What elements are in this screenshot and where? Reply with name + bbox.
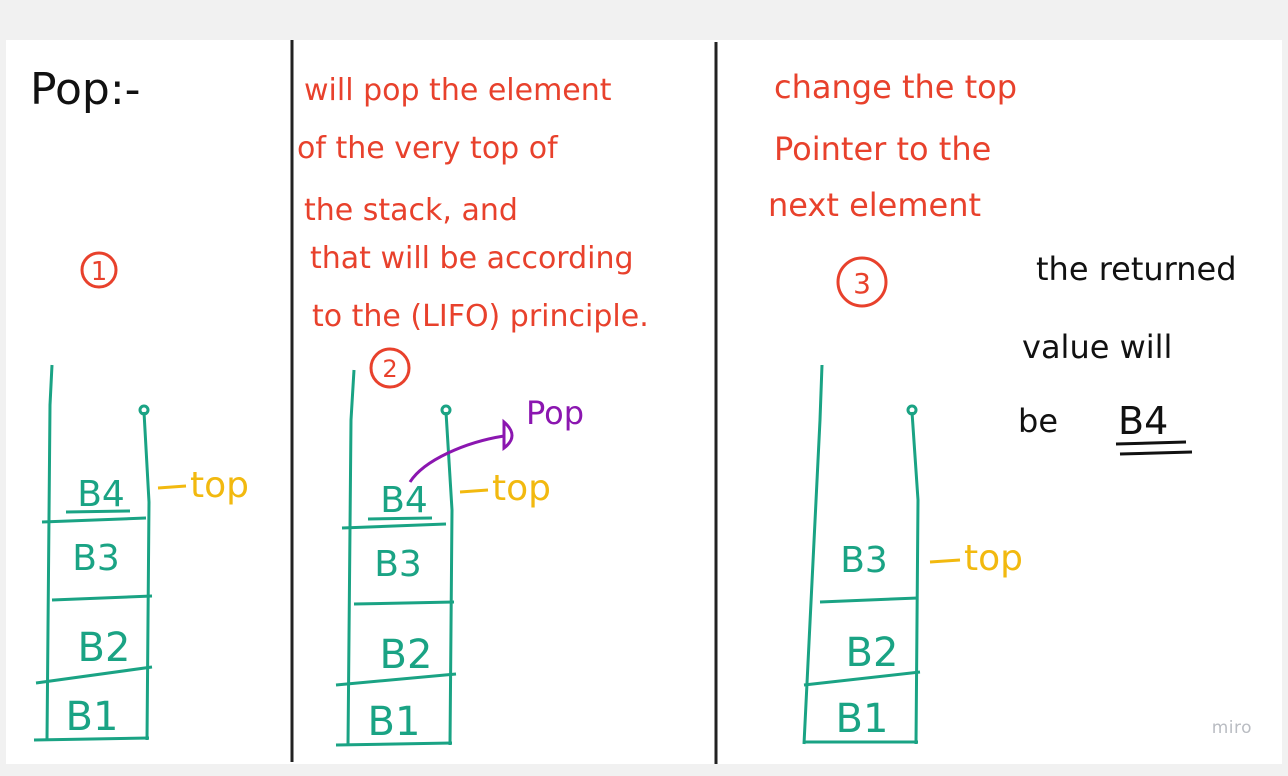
- stack2-divider-b3: [353, 600, 455, 606]
- pop-arrow-curve: [408, 434, 505, 483]
- stack2-left-wall: [346, 369, 356, 746]
- stack1-element-b2: B2: [78, 625, 131, 671]
- panel2-note-line-4: that will be according: [310, 241, 634, 276]
- top-pointer-1: top: [157, 465, 249, 506]
- stack1-element-b4: B4: [77, 474, 125, 515]
- stack3-divider-b2: [803, 670, 921, 687]
- top-pointer-2-dash: [459, 488, 489, 494]
- stack2-base: [335, 741, 453, 747]
- panel2-note-line-5: to the (LIFO) principle.: [312, 299, 649, 334]
- stack3-element-b2: B2: [846, 630, 899, 676]
- returned-value-note: the returned value will be B4: [1018, 250, 1237, 456]
- top-pointer-2-label: top: [492, 468, 551, 509]
- stack3-top-knob: [906, 404, 918, 416]
- stack1-b4-underline: [65, 509, 131, 514]
- diagram-canvas: Pop:- 1 B4 B3 B2 B1 top will pop the ele…: [30, 40, 1237, 764]
- panel1-heading: Pop:-: [30, 64, 141, 115]
- panel3-note-line-1: change the top: [774, 68, 1017, 106]
- stack2-element-b2: B2: [380, 632, 433, 678]
- stack2-divider-b2: [335, 672, 457, 687]
- stack3-element-b3: B3: [840, 540, 888, 581]
- step-number-3: 3: [853, 267, 871, 300]
- stack1-divider-b4: [41, 516, 147, 524]
- step-number-1: 1: [91, 257, 108, 287]
- returned-line-2: value will: [1022, 328, 1172, 366]
- whiteboard: Pop:- 1 B4 B3 B2 B1 top will pop the ele…: [6, 40, 1282, 764]
- top-pointer-3: top: [929, 538, 1023, 579]
- top-pointer-2: top: [459, 468, 551, 509]
- step-marker-3: 3: [836, 256, 888, 308]
- top-pointer-3-label: top: [964, 538, 1023, 579]
- stack3-element-b1: B1: [836, 696, 889, 742]
- stack-panel1: [33, 364, 153, 742]
- panel3-note-line-2: Pointer to the: [774, 130, 991, 168]
- stack2-element-b1: B1: [368, 699, 421, 745]
- panel3-note: change the top Pointer to the next eleme…: [768, 68, 1017, 224]
- stack2-element-b4: B4: [380, 480, 428, 521]
- panel2-note-line-2: of the very top of: [297, 131, 559, 166]
- step-marker-2: 2: [369, 347, 411, 389]
- panel2-note: will pop the element of the very top of …: [297, 73, 649, 334]
- returned-value-underline-1: [1115, 440, 1187, 446]
- stack1-base: [33, 736, 150, 742]
- stack3-left-wall: [802, 364, 824, 745]
- stack1-element-b1: B1: [66, 694, 119, 740]
- stack1-top-knob: [138, 404, 150, 416]
- stack1-element-b3: B3: [72, 538, 120, 579]
- stack1-divider-b2: [35, 665, 153, 685]
- stack2-b4-underline: [367, 516, 433, 521]
- pop-arrow-head: [502, 418, 514, 452]
- step-marker-1: 1: [80, 251, 118, 289]
- step-number-2: 2: [382, 355, 397, 383]
- top-pointer-1-label: top: [190, 465, 249, 506]
- stack3-divider-b3: [819, 596, 919, 604]
- panel2-note-line-3: the stack, and: [304, 193, 518, 228]
- pop-label: Pop: [526, 394, 584, 432]
- stack1-right-wall: [142, 411, 151, 741]
- panel2-note-line-1: will pop the element: [304, 73, 612, 108]
- returned-value: B4: [1118, 399, 1168, 443]
- pop-arrow: Pop: [408, 394, 584, 483]
- panel3-note-line-3: next element: [768, 186, 981, 224]
- stack2-element-b3: B3: [374, 544, 422, 585]
- stack2-divider-b4: [341, 522, 447, 530]
- stack3-right-wall: [910, 411, 920, 745]
- stack-panel2: [335, 369, 457, 747]
- stack1-left-wall: [45, 364, 54, 741]
- stack-panel3: [802, 364, 921, 745]
- returned-value-underline-2: [1119, 450, 1193, 456]
- stack1-divider-b3: [51, 594, 153, 602]
- returned-line-1: the returned: [1036, 250, 1237, 288]
- returned-line-3: be: [1018, 402, 1058, 440]
- stack2-top-knob: [440, 404, 452, 416]
- top-pointer-3-dash: [929, 558, 961, 564]
- miro-watermark: miro: [1211, 718, 1252, 738]
- top-pointer-1-dash: [157, 484, 187, 490]
- stack2-right-wall: [444, 411, 454, 746]
